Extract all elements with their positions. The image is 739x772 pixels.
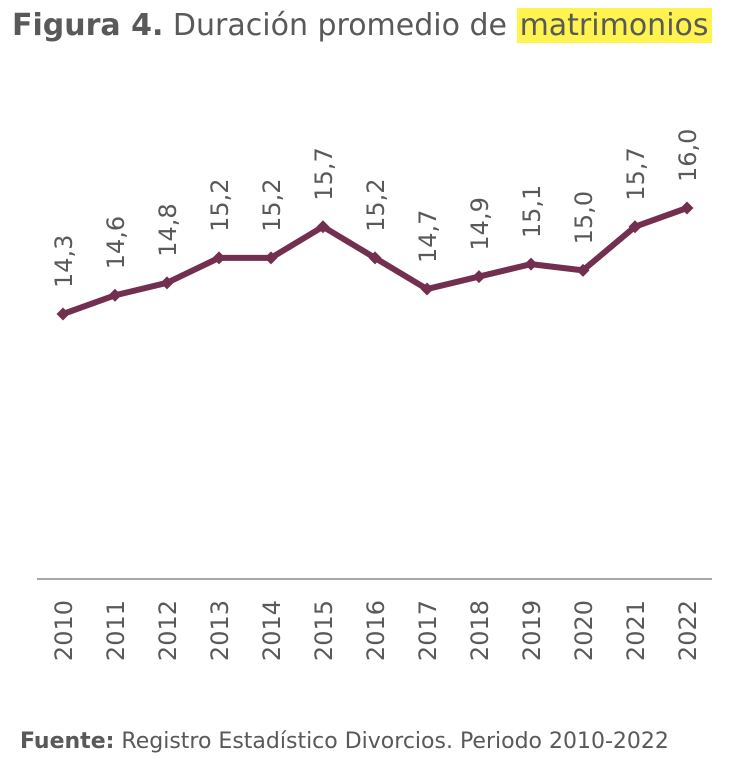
data-label: 14,3 bbox=[50, 235, 78, 288]
data-point bbox=[316, 220, 330, 234]
x-tick-label: 2013 bbox=[206, 600, 234, 661]
x-tick-label: 2015 bbox=[310, 600, 338, 661]
x-tick-labels: 2010 2011 2012 2013 2014 2015 2016 2017 2018 2019… bbox=[50, 600, 702, 661]
data-label: 14,7 bbox=[414, 210, 442, 263]
x-tick-label: 2016 bbox=[362, 600, 390, 661]
title-text: Duración promedio de bbox=[172, 8, 508, 43]
data-point bbox=[56, 307, 70, 321]
source-label: Fuente: bbox=[20, 729, 115, 754]
data-point bbox=[576, 263, 590, 277]
data-point bbox=[680, 201, 694, 215]
data-label: 16,0 bbox=[674, 129, 702, 182]
data-point bbox=[108, 288, 122, 302]
x-tick-label: 2020 bbox=[570, 600, 598, 661]
data-point bbox=[472, 270, 486, 284]
x-tick-label: 2017 bbox=[414, 600, 442, 661]
data-labels: 14,3 14,6 14,8 15,2 15,2 15,7 15,2 14,7 14,9 15,1… bbox=[50, 129, 702, 288]
data-point bbox=[628, 220, 642, 234]
data-label: 14,6 bbox=[102, 216, 130, 269]
title-highlight: matrimonios bbox=[516, 8, 712, 43]
data-label: 14,9 bbox=[466, 197, 494, 250]
data-point bbox=[420, 282, 434, 296]
data-label: 15,7 bbox=[622, 147, 650, 200]
data-label: 15,7 bbox=[310, 147, 338, 200]
data-point bbox=[368, 251, 382, 265]
x-tick-label: 2011 bbox=[102, 600, 130, 661]
data-label: 14,8 bbox=[154, 203, 182, 256]
data-label: 15,0 bbox=[570, 191, 598, 244]
data-label: 15,2 bbox=[206, 178, 234, 231]
x-tick-label: 2012 bbox=[154, 600, 182, 661]
data-point bbox=[524, 257, 538, 271]
data-label: 15,2 bbox=[362, 178, 390, 231]
x-tick-label: 2010 bbox=[50, 600, 78, 661]
x-tick-label: 2019 bbox=[518, 600, 546, 661]
data-point bbox=[264, 251, 278, 265]
x-tick-label: 2018 bbox=[466, 600, 494, 661]
x-tick-label: 2022 bbox=[674, 600, 702, 661]
x-tick-label: 2021 bbox=[622, 600, 650, 661]
series-group bbox=[56, 201, 694, 321]
source-text: Registro Estadístico Divorcios. Periodo … bbox=[121, 729, 669, 754]
figure-label: Figura 4. bbox=[12, 8, 164, 43]
x-tick-label: 2014 bbox=[258, 600, 286, 661]
data-label: 15,1 bbox=[518, 185, 546, 238]
data-point bbox=[212, 251, 226, 265]
data-point bbox=[160, 276, 174, 290]
data-label: 15,2 bbox=[258, 178, 286, 231]
source-note: Fuente: Registro Estadístico Divorcios. … bbox=[20, 729, 669, 754]
chart-title: Figura 4. Duración promedio de matrimoni… bbox=[12, 8, 712, 43]
